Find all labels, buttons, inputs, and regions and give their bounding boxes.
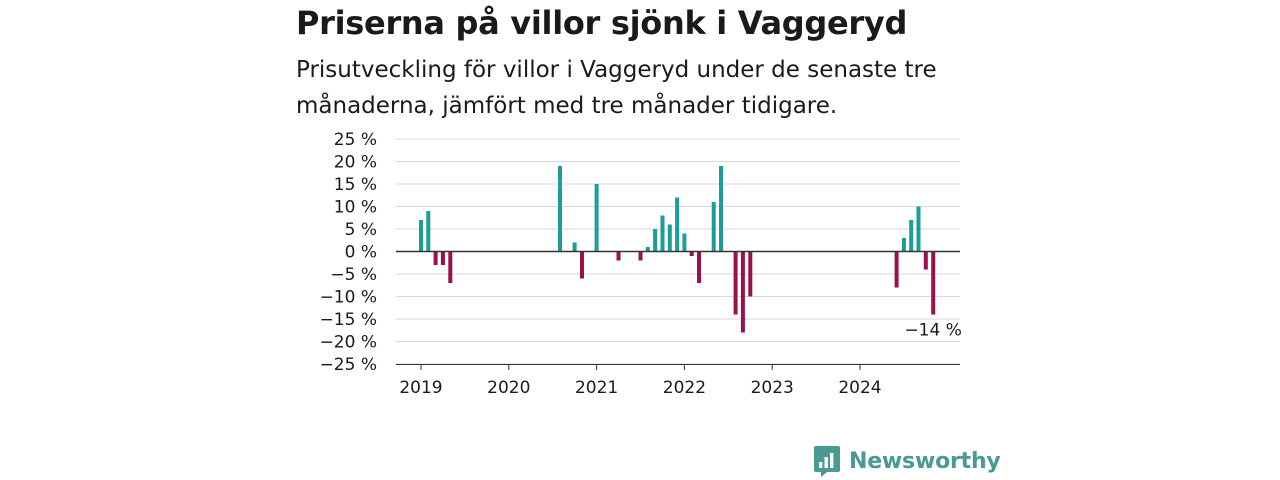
y-tick-label: 20 % — [334, 153, 377, 173]
chart-title: Priserna på villor sjönk i Vaggeryd — [296, 4, 908, 42]
brand-logo: Newsworthy — [813, 444, 1001, 478]
bar — [419, 220, 423, 252]
bar — [733, 251, 738, 315]
newsworthy-logo-icon — [814, 446, 840, 477]
bar — [697, 251, 701, 283]
y-tick-label: −25 % — [320, 355, 377, 375]
y-tick-label: −15 % — [320, 310, 377, 330]
bar — [433, 251, 438, 265]
chart-subtitle: Prisutveckling för villor i Vaggeryd und… — [296, 57, 937, 119]
bar — [748, 251, 753, 297]
bar — [719, 166, 723, 252]
last-value-label: −14 % — [904, 321, 961, 341]
bar — [594, 184, 599, 252]
bar — [901, 238, 906, 252]
y-tick-label: 10 % — [334, 198, 377, 218]
x-axis-labels: 2019 2020 2021 2022 2023 2024 — [399, 364, 882, 398]
bar — [923, 251, 928, 270]
y-tick-label: 25 % — [334, 130, 377, 150]
brand-name: Newsworthy — [849, 448, 1001, 474]
x-tick-label: 2024 — [838, 378, 881, 398]
bar — [909, 220, 914, 252]
x-tick-label: 2021 — [575, 378, 618, 398]
bar — [660, 215, 665, 252]
x-tick-label: 2019 — [399, 378, 442, 398]
bar — [682, 233, 687, 252]
bars — [419, 166, 936, 333]
bar — [638, 251, 643, 261]
bar — [572, 242, 577, 252]
bar — [645, 247, 650, 252]
x-tick-label: 2022 — [663, 378, 706, 398]
bar — [916, 206, 921, 252]
bar — [711, 202, 716, 252]
y-tick-label: 15 % — [334, 175, 377, 195]
bar — [580, 251, 584, 279]
x-tick-label: 2023 — [751, 378, 794, 398]
bar — [558, 166, 562, 252]
bar — [448, 251, 453, 283]
y-tick-label: −5 % — [330, 265, 377, 285]
bar — [675, 197, 680, 252]
y-tick-label: 5 % — [345, 220, 377, 240]
bar — [740, 251, 745, 333]
x-tick-label: 2020 — [487, 378, 530, 398]
bar — [894, 251, 899, 288]
bar — [667, 224, 672, 252]
y-tick-label: −10 % — [320, 288, 377, 308]
y-tick-label: 0 % — [345, 243, 377, 263]
y-axis-labels: 25 % 20 %15 % 10 %5 % 0 %−5 % −10 %−15 % −20 … — [320, 130, 377, 375]
bar — [426, 211, 431, 252]
bar — [689, 251, 694, 256]
bar — [931, 251, 936, 315]
bar — [440, 251, 445, 265]
y-tick-label: −20 % — [320, 333, 377, 353]
bar — [653, 229, 658, 252]
bar — [616, 251, 621, 261]
